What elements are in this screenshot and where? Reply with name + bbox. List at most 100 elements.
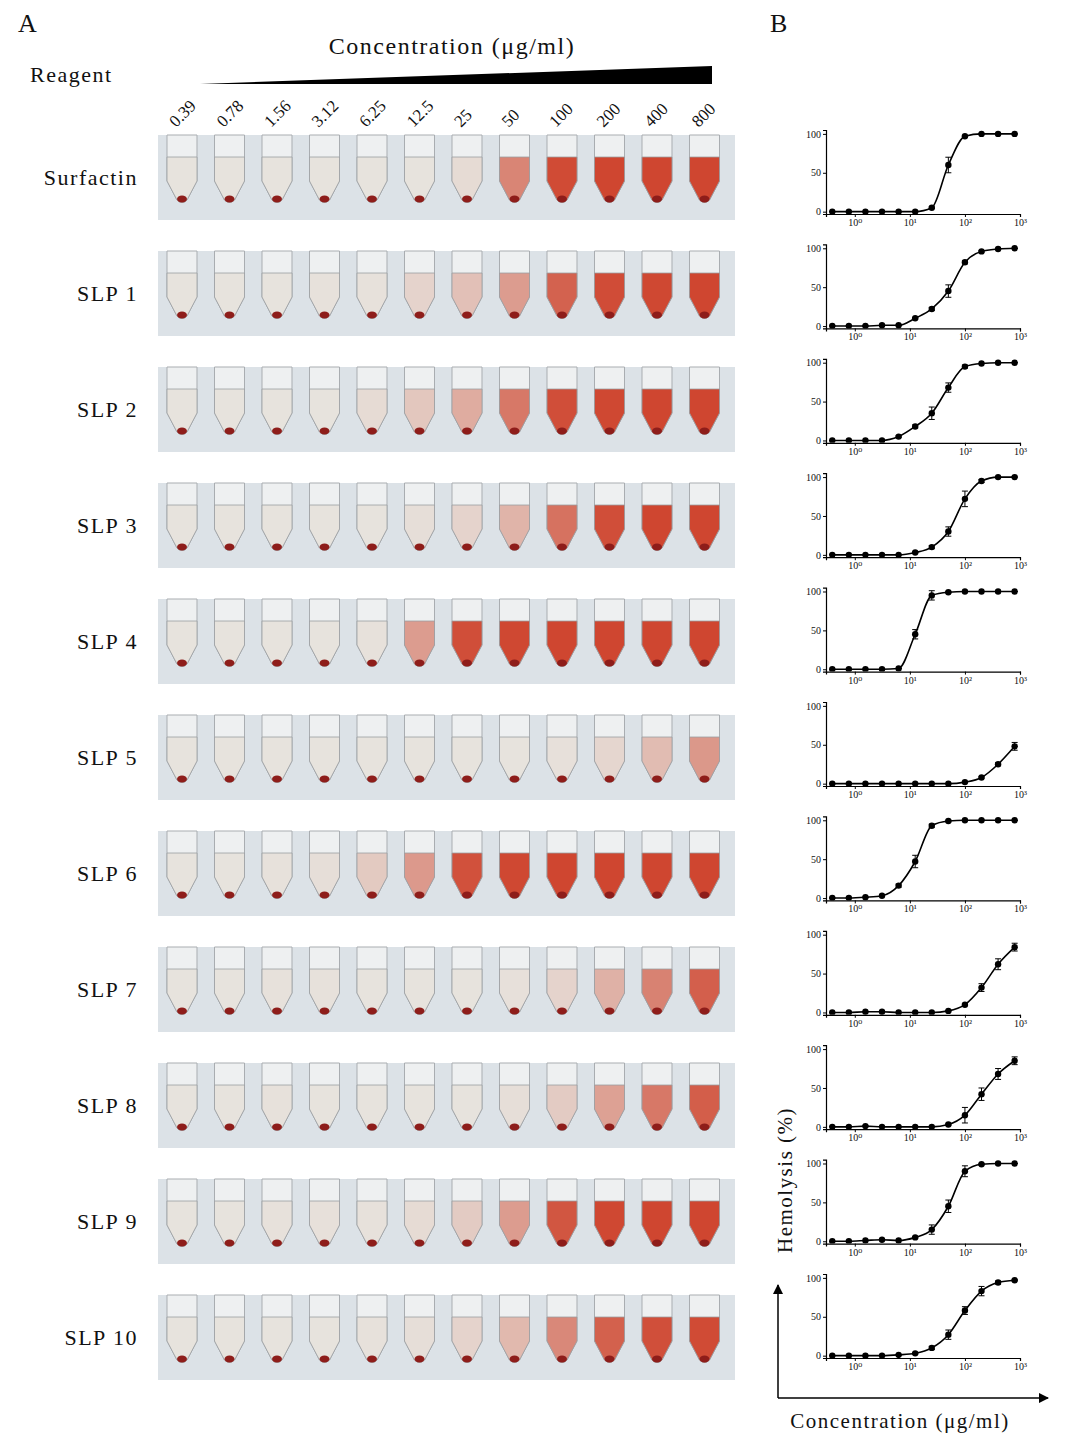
y-tick-mark [823,859,826,860]
data-point [895,780,901,786]
x-tick: 10³ [1014,900,1027,914]
data-point [829,323,835,329]
x-axis: 10⁰10¹10²10³ [827,1015,1028,1029]
y-tick-label: 50 [811,396,821,407]
x-tick: 10¹ [904,443,917,457]
data-point [879,437,885,443]
tube-glass [167,1063,197,1131]
data-point [895,433,901,439]
tube-liquid [595,389,625,435]
x-tick-label: 10¹ [904,1018,917,1029]
data-point [945,1203,951,1209]
y-axis: 050100 [806,243,827,332]
data-point [1011,245,1017,251]
y-tick-label: 50 [811,511,821,522]
tube-glass [262,251,292,319]
tube-pellet [605,660,615,667]
tube-pellet [462,892,472,899]
x-tick: 10⁰ [848,214,862,228]
tube-glass [452,715,482,783]
y-tick-mark [823,1317,826,1318]
tube [310,1179,340,1247]
data-point [846,666,852,672]
tube [357,135,387,203]
tube [167,947,197,1015]
data-point [1011,1277,1017,1283]
data-point [879,780,885,786]
tube [690,831,720,899]
tube-glass [452,135,482,203]
tube-liquid [357,1201,387,1247]
y-axis: 050100 [806,929,827,1018]
data-point [829,895,835,901]
tube-glass [405,483,435,551]
tube [405,135,435,203]
data-point [829,1009,835,1015]
tube-glass [595,135,625,203]
tube-pellet [415,1240,425,1247]
x-tick-label: 10¹ [904,675,917,686]
tube-pellet [557,196,567,203]
data-point [962,259,968,265]
y-tick-label: 0 [816,1122,821,1133]
y-tick-mark [823,1241,826,1242]
tube [167,251,197,319]
tube-liquid [547,1317,577,1363]
tube [642,1063,672,1131]
y-tick: 100 [806,1273,826,1284]
tube-glass [215,831,245,899]
concentration-wedge [200,66,712,84]
x-tick: 10⁰ [848,786,862,800]
data-point [912,315,918,321]
tube-liquid [642,389,672,435]
y-tick-label: 0 [816,893,821,904]
y-tick: 0 [816,435,826,446]
tube-pellet [177,544,187,551]
tube [310,1295,340,1363]
y-tick-mark [823,935,826,936]
tube-glass [357,947,387,1015]
tube-liquid [405,157,435,203]
tube [547,1179,577,1247]
tube-liquid [547,389,577,435]
fit-curve [832,746,1014,783]
tube-pellet [225,312,235,319]
tube-pellet [320,1008,330,1015]
tube [405,367,435,435]
y-axis: 050100 [806,129,827,218]
x-tick: 10² [959,443,972,457]
tube-pellet [605,776,615,783]
tube [500,483,530,551]
fit-curve [832,591,1014,669]
tube-glass [262,1295,292,1363]
y-axis: 050100 [806,1044,827,1133]
tube-glass [642,1295,672,1363]
y-tick: 100 [806,1158,826,1169]
tube-pellet [652,660,662,667]
tube-liquid [310,1085,340,1131]
reagent-label: SLP 7 [77,977,138,1002]
x-tick-label: 10⁰ [848,332,862,343]
y-tick-label: 0 [816,550,821,561]
tube-liquid [452,1085,482,1131]
tube [642,1179,672,1247]
tube-glass [642,483,672,551]
tube-pellet [177,660,187,667]
x-tick: 10³ [1014,443,1027,457]
tube-liquid [690,505,720,551]
data-point [995,246,1001,252]
tube [262,1179,292,1247]
y-tick: 100 [806,586,826,597]
y-tick-mark [823,1049,826,1050]
tube-liquid [452,505,482,551]
y-tick: 100 [806,701,826,712]
data-point [995,131,1001,137]
tube-pellet [415,1356,425,1363]
x-tick-label: 10² [959,560,972,571]
tube [547,947,577,1015]
data-point [862,208,868,214]
x-tick-label: 10³ [1014,1361,1027,1372]
data-point [929,1226,935,1232]
y-tick-mark [823,1088,826,1089]
fit-curve [832,248,1014,326]
